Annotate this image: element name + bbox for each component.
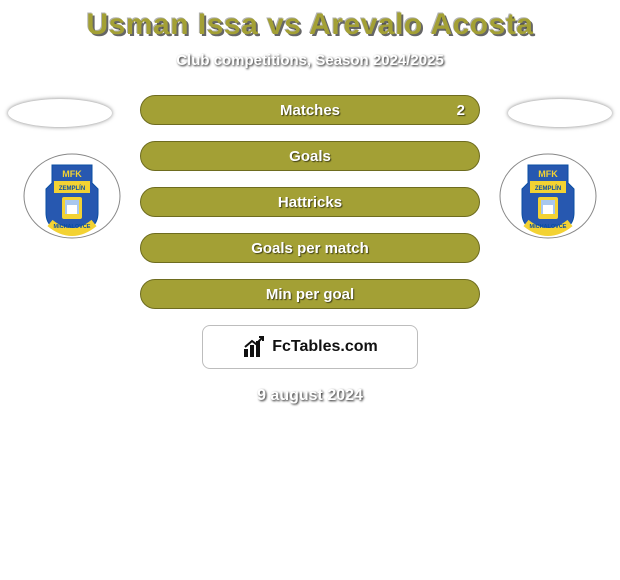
badge-bottom-text: MICHALOVCE [54, 224, 91, 230]
bar-value: 2 [457, 102, 465, 119]
bar-matches: Matches 2 [140, 95, 480, 125]
bar-hattricks: Hattricks [140, 187, 480, 217]
player-left-marker [8, 99, 112, 127]
bar-min-per-goal: Min per goal [140, 279, 480, 309]
badge-top-text: MFK [62, 169, 82, 179]
badge-mid-text: ZEMPLÍN [59, 184, 85, 192]
date-text: 9 august 2024 [0, 387, 620, 405]
badge-bottom-text: MICHALOVCE [530, 224, 567, 230]
bar-label: Min per goal [266, 286, 354, 303]
bar-label: Hattricks [278, 194, 342, 211]
club-badge-left: MFK ZEMPLÍN MICHALOVCE [22, 153, 122, 239]
badge-mid-text: ZEMPLÍN [535, 184, 561, 192]
brand-text: FcTables.com [272, 338, 378, 356]
page-title: Usman Issa vs Arevalo Acosta [0, 8, 620, 42]
bar-goals: Goals [140, 141, 480, 171]
club-badge-right: MFK ZEMPLÍN MICHALOVCE [498, 153, 598, 239]
bar-label: Goals [289, 148, 331, 165]
brand-box[interactable]: FcTables.com [202, 325, 418, 369]
bars-icon [242, 335, 266, 359]
bar-goals-per-match: Goals per match [140, 233, 480, 263]
player-right-marker [508, 99, 612, 127]
page-subtitle: Club competitions, Season 2024/2025 [0, 52, 620, 69]
stat-bars: Matches 2 Goals Hattricks Goals per matc… [140, 95, 480, 325]
bar-label: Matches [280, 102, 340, 119]
bar-label: Goals per match [251, 240, 369, 257]
badge-top-text: MFK [538, 169, 558, 179]
